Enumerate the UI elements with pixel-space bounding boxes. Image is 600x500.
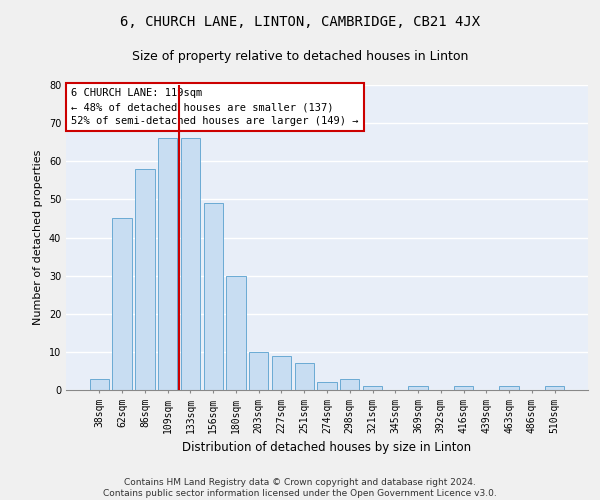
Bar <box>340 378 359 390</box>
Bar <box>295 364 314 390</box>
Y-axis label: Number of detached properties: Number of detached properties <box>33 150 43 325</box>
Bar <box>317 382 337 390</box>
Bar <box>545 386 564 390</box>
Text: Size of property relative to detached houses in Linton: Size of property relative to detached ho… <box>132 50 468 63</box>
Bar <box>90 378 109 390</box>
Bar <box>454 386 473 390</box>
Text: 6, CHURCH LANE, LINTON, CAMBRIDGE, CB21 4JX: 6, CHURCH LANE, LINTON, CAMBRIDGE, CB21 … <box>120 15 480 29</box>
Bar <box>112 218 132 390</box>
Bar <box>272 356 291 390</box>
Bar <box>363 386 382 390</box>
Bar <box>158 138 178 390</box>
Text: 6 CHURCH LANE: 119sqm
← 48% of detached houses are smaller (137)
52% of semi-det: 6 CHURCH LANE: 119sqm ← 48% of detached … <box>71 88 359 126</box>
Bar <box>203 203 223 390</box>
Bar <box>409 386 428 390</box>
Text: Contains HM Land Registry data © Crown copyright and database right 2024.
Contai: Contains HM Land Registry data © Crown c… <box>103 478 497 498</box>
Bar <box>499 386 519 390</box>
Bar <box>135 169 155 390</box>
Bar <box>181 138 200 390</box>
Bar <box>249 352 268 390</box>
X-axis label: Distribution of detached houses by size in Linton: Distribution of detached houses by size … <box>182 441 472 454</box>
Bar <box>226 276 245 390</box>
